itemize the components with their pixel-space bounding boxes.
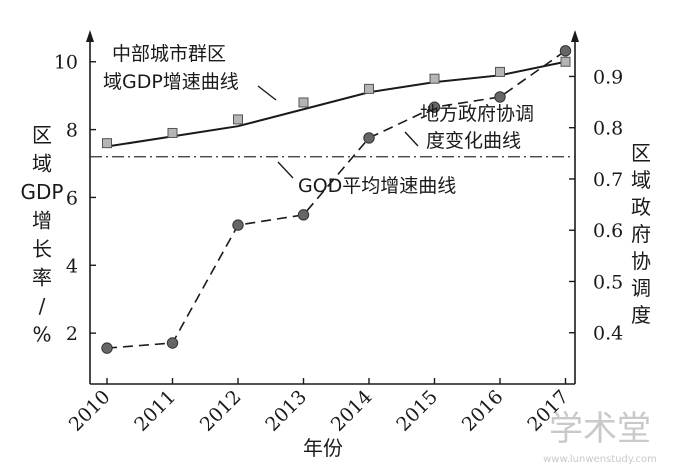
left-tick-label: 6: [66, 187, 78, 209]
gdp-growth-point: [429, 73, 440, 84]
left-y-axis-label-char: 域: [32, 152, 52, 176]
left-tick-label: 4: [66, 255, 78, 277]
left-y-axis-label-char: 区: [32, 123, 52, 147]
coordination-point: [363, 132, 375, 144]
left-y-axis-label-char: 长: [32, 237, 52, 261]
coordination-point: [166, 337, 179, 349]
gdp-growth-line: [106, 60, 566, 148]
left-tick-label: 10: [54, 52, 78, 74]
gdp-curve-annotation-line2: 域GDP增速曲线: [103, 71, 239, 93]
coord-curve-annotation-line1: 地方政府协调: [420, 103, 534, 125]
coord-curve-annotation-line2: 度变化曲线: [426, 130, 521, 152]
left-y-axis-label-char: GDP: [21, 180, 64, 204]
left-y-axis-label: 区域 GDP 增长率 /%: [21, 123, 64, 347]
right-tick-label: 0.5: [593, 271, 623, 293]
right-y-axis-label-char: 府: [631, 222, 651, 246]
coordination-point: [101, 342, 113, 354]
gdp-growth-point: [102, 138, 112, 149]
left-tick-label: 8: [66, 120, 78, 142]
coordination-point: [297, 209, 310, 221]
x-tick-label: 2012: [196, 386, 246, 436]
avg-curve-annotation: GOD平均增速曲线: [298, 175, 456, 197]
x-tick-label: 2016: [458, 386, 508, 436]
coordination-line: [106, 50, 566, 349]
x-tick-label: 2013: [261, 386, 311, 436]
right-axis-arrow: [571, 30, 579, 42]
gdp-growth-point: [495, 66, 505, 77]
x-tick-label: 2010: [65, 386, 115, 436]
coord-curve-leader: [404, 131, 419, 147]
right-tick-label: 0.9: [593, 66, 623, 88]
right-tick-label: 0.7: [593, 169, 623, 191]
x-tick-label: 2015: [392, 386, 442, 436]
watermark-logo: 学术堂: [549, 409, 651, 449]
gdp-growth-point: [233, 114, 243, 125]
left-y-axis-label-char: %: [32, 323, 51, 347]
right-y-axis-label-char: 度: [631, 303, 651, 327]
x-tick-label: 2014: [327, 386, 377, 436]
left-y-axis-label-char: 增: [32, 209, 52, 233]
watermark-url: www.lunwenstudy.com: [543, 454, 657, 465]
right-y-axis-label-char: 调: [631, 276, 651, 300]
x-tick-label: 2011: [130, 386, 180, 436]
gdp-curve-annotation-line1: 中部城市群区: [112, 43, 226, 65]
left-tick-label: 2: [66, 323, 78, 345]
gdp-growth-point: [298, 97, 309, 108]
coordination-point: [232, 219, 244, 231]
left-y-axis-label-char: 率: [32, 266, 52, 290]
coordination-point: [559, 45, 572, 57]
avg-curve-leader: [277, 161, 294, 179]
gdp-growth-point: [364, 83, 374, 94]
x-axis-label: 年份: [303, 436, 343, 460]
left-axis-arrow: [86, 30, 94, 42]
gdp-growth-point: [560, 56, 571, 67]
right-y-axis-label-char: 协: [631, 249, 651, 273]
gdp-curve-leader: [257, 85, 277, 101]
right-y-axis-label-char: 政: [631, 195, 651, 219]
coordination-point: [494, 91, 506, 103]
coordination-point: [428, 101, 441, 113]
right-tick-label: 0.8: [593, 118, 623, 140]
gdp-growth-point: [167, 127, 178, 138]
left-y-axis-label-char: /: [39, 294, 46, 318]
right-y-axis-label-char: 区: [631, 141, 651, 165]
right-tick-label: 0.6: [593, 220, 623, 242]
right-tick-label: 0.4: [593, 323, 623, 345]
right-y-axis-label-char: 域: [631, 168, 651, 192]
